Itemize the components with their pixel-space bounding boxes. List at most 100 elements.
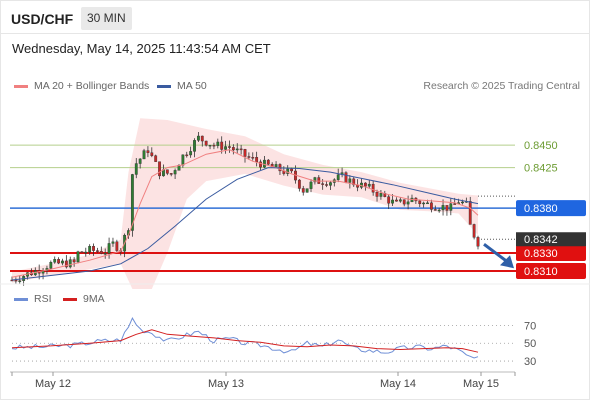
last-price-label: 0.8342 — [524, 234, 558, 246]
candle-body — [14, 279, 18, 282]
candle-body — [111, 241, 115, 244]
time-tick-label-1: May 13 — [208, 378, 244, 390]
candle-body — [185, 154, 189, 157]
candle-body — [344, 172, 348, 183]
candle-body — [173, 170, 177, 175]
candle-body — [193, 140, 196, 152]
candle-body — [371, 183, 375, 193]
candle-body — [476, 237, 480, 247]
candle-body — [80, 251, 84, 253]
candle-body — [305, 188, 309, 193]
down-arrow-head — [500, 255, 514, 269]
candle-body — [115, 241, 119, 251]
time-tick-label-0: May 12 — [35, 378, 71, 390]
candle-body — [76, 251, 80, 263]
candle-body — [64, 260, 68, 268]
candle-body — [72, 259, 76, 263]
candle-body — [426, 202, 429, 205]
candle-body — [189, 151, 193, 156]
rsi-ma-line — [11, 329, 479, 353]
candle-body — [429, 202, 433, 210]
candle-body — [301, 188, 305, 193]
candle-body — [216, 141, 220, 146]
candle-body — [468, 201, 472, 225]
candle-body — [169, 173, 173, 175]
level-label-0.8425: 0.8425 — [524, 163, 558, 175]
research-credit: Research © 2025 Trading Central — [423, 80, 580, 92]
candle-body — [53, 259, 57, 263]
time-tick-label-2: May 14 — [380, 378, 416, 390]
bollinger-label: MA 20 + Bollinger Bands — [34, 80, 150, 92]
candle-body — [84, 251, 88, 254]
level-tag-0.8310 — [516, 263, 586, 280]
candle-body — [18, 280, 22, 282]
candle-body — [286, 168, 290, 174]
legend-bollinger: MA 20 + Bollinger Bands — [14, 80, 149, 92]
candle-body — [142, 150, 146, 160]
last-price-tag — [516, 232, 586, 247]
legend-9ma: 9MA — [63, 293, 105, 305]
level-label-0.8310: 0.8310 — [524, 266, 558, 278]
rsi-label: RSI — [34, 293, 52, 305]
candle-body — [406, 201, 410, 205]
candle-body — [433, 209, 437, 211]
candle-body — [255, 157, 259, 163]
timeframe-button[interactable]: 30 MIN — [81, 7, 132, 30]
legend-rsi: RSI — [14, 293, 52, 305]
candle-body — [57, 259, 61, 264]
candle-body — [402, 199, 406, 205]
down-arrow-shaft — [483, 243, 509, 264]
candle-body — [134, 163, 138, 175]
candle-body — [352, 178, 356, 186]
level-label-0.8380: 0.8380 — [524, 203, 558, 215]
chart-datetime: Wednesday, May 14, 2025 11:43:54 AM CET — [12, 41, 271, 56]
candle-body — [247, 156, 251, 158]
candle-body — [375, 191, 379, 197]
candle-body — [212, 144, 216, 147]
candle-body — [158, 161, 161, 177]
candle-body — [321, 183, 325, 185]
candle-body — [329, 182, 332, 186]
level-tag-0.8380 — [516, 200, 586, 217]
level-label-0.8450: 0.8450 — [524, 140, 558, 152]
candle-body — [231, 147, 235, 151]
candle-body — [146, 150, 150, 153]
candle-body — [309, 181, 313, 189]
candle-body — [200, 135, 204, 142]
candle-body — [266, 159, 270, 165]
candle-body — [150, 152, 154, 156]
candle-body — [418, 200, 422, 205]
candle-body — [391, 199, 394, 204]
candle-body — [336, 174, 340, 180]
rsi-swatch — [14, 297, 28, 301]
candle-body — [92, 246, 95, 251]
ma20-line — [11, 149, 479, 278]
candle-body — [196, 135, 200, 141]
symbol-title: USD/CHF — [11, 11, 74, 27]
candle-body — [395, 199, 398, 202]
rsi-tick-30: 30 — [524, 356, 536, 368]
candle-body — [317, 177, 321, 184]
candle-body — [88, 246, 92, 253]
candle-body — [96, 250, 99, 252]
candle-body — [251, 157, 255, 159]
candle-body — [228, 146, 231, 148]
candle-body — [441, 205, 445, 211]
candle-body — [313, 177, 317, 183]
candle-body — [154, 155, 158, 162]
candle-body — [107, 243, 111, 254]
bollinger-band — [12, 118, 478, 289]
candle-body — [422, 202, 426, 205]
candle-body — [138, 158, 142, 164]
ma50-line — [11, 167, 479, 281]
level-label-0.8330: 0.8330 — [524, 248, 558, 260]
rsi-line — [11, 316, 479, 359]
time-tick-label-3: May 15 — [463, 378, 499, 390]
candle-body — [453, 203, 457, 205]
candle-body — [363, 182, 367, 187]
candle-body — [235, 148, 239, 151]
candle-body — [68, 259, 72, 268]
candle-body — [220, 141, 224, 150]
candle-body — [263, 159, 266, 168]
